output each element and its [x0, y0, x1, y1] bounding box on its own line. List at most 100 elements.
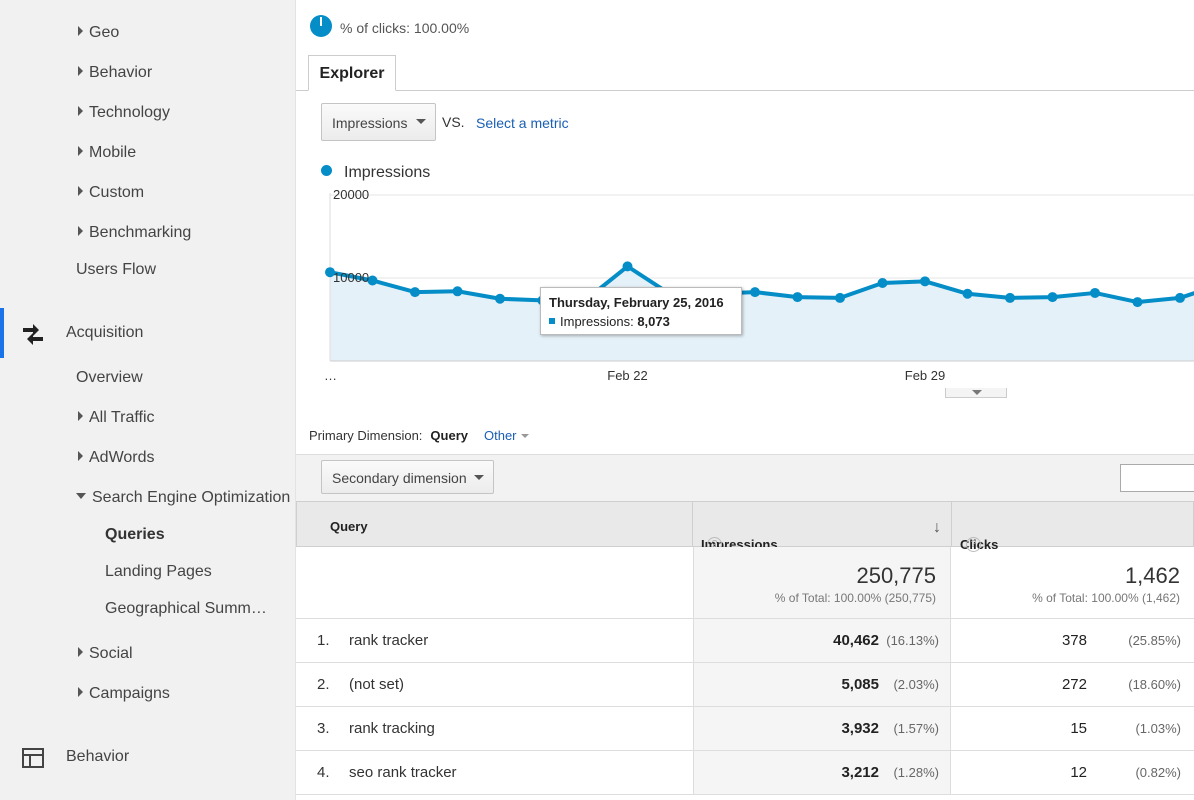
- sidebar-item-landing-pages[interactable]: Landing Pages: [105, 563, 212, 580]
- row-impressions-cell: 40,462 (16.13%): [693, 619, 951, 662]
- data-point: [622, 261, 633, 272]
- column-header-clicks[interactable]: Clicks?: [951, 501, 1194, 552]
- sidebar-section-label: Behavior: [66, 748, 130, 765]
- expand-triangle-icon: [78, 186, 83, 196]
- row-impressions-cell: 5,085 (2.03%): [693, 663, 951, 706]
- series-line: [329, 264, 1194, 305]
- data-point: [750, 287, 760, 298]
- row-query-link[interactable]: seo rank tracker: [349, 764, 457, 781]
- row-impressions-cell: 3,932 (1.57%): [693, 707, 951, 750]
- column-header-label: Query: [330, 519, 368, 534]
- sidebar-item-custom[interactable]: Custom: [78, 184, 144, 202]
- impressions-chart: 20000 10000 … Feb 22 Feb 29: [324, 190, 1194, 383]
- metric-dropdown[interactable]: Impressions: [321, 103, 436, 141]
- total-clicks-value: 1,462: [1124, 563, 1180, 588]
- sidebar-item-label: Campaigns: [89, 685, 170, 702]
- sidebar-item-label: AdWords: [89, 449, 155, 466]
- totals-row-label-cell: [296, 547, 693, 619]
- x-tick-label: Feb 22: [607, 368, 647, 383]
- sidebar-section-acquisition[interactable]: Acquisition: [0, 308, 296, 358]
- sidebar-nav: Geo Behavior Technology Mobile Custom Be…: [0, 0, 296, 800]
- sidebar-item-mobile[interactable]: Mobile: [78, 144, 136, 162]
- dimension-query[interactable]: Query: [430, 428, 468, 443]
- x-tick-label: Feb 29: [905, 368, 945, 383]
- dimension-other[interactable]: Other: [484, 428, 529, 443]
- vs-label: VS.: [442, 114, 465, 130]
- secondary-dimension-dropdown[interactable]: Secondary dimension: [321, 460, 494, 494]
- chevron-down-icon: [474, 475, 484, 480]
- series-area: [330, 266, 1194, 361]
- totals-impressions: 250,775 % of Total: 100.00% (250,775): [693, 547, 951, 619]
- data-point: [1090, 287, 1100, 298]
- secondary-dimension-label: Secondary dimension: [332, 470, 467, 486]
- sidebar-item-geo[interactable]: Geo: [78, 24, 119, 42]
- chart-collapse-handle[interactable]: [945, 388, 1007, 398]
- row-impressions-percentage: (2.03%): [893, 677, 939, 692]
- sidebar-section-label: Acquisition: [66, 324, 144, 341]
- row-query-link[interactable]: rank tracking: [349, 720, 435, 737]
- sidebar-item-technology[interactable]: Technology: [78, 104, 170, 122]
- sidebar-item-campaigns[interactable]: Campaigns: [78, 685, 170, 703]
- expand-triangle-icon: [78, 26, 83, 36]
- sidebar-item-adwords[interactable]: AdWords: [78, 449, 155, 467]
- tooltip-value: 8,073: [637, 314, 670, 329]
- pie-chart-icon: [310, 15, 332, 37]
- sidebar-item-benchmarking[interactable]: Benchmarking: [78, 224, 191, 242]
- row-query-link[interactable]: rank tracker: [349, 632, 429, 649]
- row-impressions-percentage: (1.57%): [893, 721, 939, 736]
- row-impressions: 3,932: [841, 720, 879, 737]
- expand-triangle-icon: [78, 146, 83, 156]
- expand-triangle-icon: [78, 451, 83, 461]
- totals-clicks: 1,462 % of Total: 100.00% (1,462): [951, 547, 1194, 619]
- sidebar-item-label: Custom: [89, 184, 145, 201]
- row-impressions: 40,462: [833, 632, 879, 649]
- table-search-input[interactable]: [1120, 464, 1194, 492]
- data-point: [1005, 292, 1015, 303]
- chart-tooltip: Thursday, February 25, 2016 Impressions:…: [540, 287, 742, 335]
- sort-descending-icon[interactable]: ↓: [933, 519, 941, 536]
- row-index: 2.: [317, 676, 330, 693]
- table-row: 2. (not set) 5,085 (2.03%) 272 (18.60%): [296, 663, 1194, 707]
- data-point: [1132, 297, 1143, 308]
- data-point: [1047, 292, 1058, 303]
- row-index: 3.: [317, 720, 330, 737]
- column-header-query[interactable]: Query: [296, 501, 693, 547]
- row-clicks-percentage: (18.60%): [1128, 677, 1181, 692]
- tooltip-series-marker: [549, 318, 555, 324]
- row-clicks: 272: [1061, 676, 1087, 693]
- main-content: % of clicks: 100.00% Explorer Impression…: [296, 0, 1194, 800]
- collapse-triangle-icon: [76, 493, 86, 499]
- sidebar-item-social[interactable]: Social: [78, 645, 133, 663]
- data-point: [495, 293, 505, 304]
- expand-triangle-icon: [78, 106, 83, 116]
- table-row: 4. seo rank tracker 3,212 (1.28%) 12 (0.82…: [296, 751, 1194, 795]
- sidebar-item-geographical-summary[interactable]: Geographical Summ…: [105, 600, 267, 617]
- chevron-down-icon: [416, 119, 426, 124]
- sidebar-section-behavior[interactable]: Behavior: [0, 732, 296, 782]
- y-tick-label: 20000: [333, 190, 369, 202]
- table-row: 1. rank tracker 40,462 (16.13%) 378 (25.85…: [296, 619, 1194, 663]
- row-clicks-percentage: (25.85%): [1128, 633, 1181, 648]
- row-query-link[interactable]: (not set): [349, 676, 405, 693]
- help-icon[interactable]: ?: [966, 537, 981, 552]
- expand-triangle-icon: [78, 66, 83, 76]
- sidebar-item-label: Benchmarking: [89, 224, 192, 241]
- sidebar-item-label: Behavior: [89, 64, 153, 81]
- sidebar-item-users-flow[interactable]: Users Flow: [76, 261, 157, 278]
- row-impressions: 5,085: [841, 676, 879, 693]
- column-header-impressions[interactable]: Impressions? ↓: [692, 501, 952, 552]
- sidebar-item-overview[interactable]: Overview: [76, 369, 143, 386]
- behavior-icon: [22, 748, 44, 768]
- sidebar-item-seo[interactable]: Search Engine Optimization: [76, 489, 290, 507]
- sidebar-item-queries[interactable]: Queries: [105, 526, 165, 543]
- primary-dimension-bar: Primary Dimension: Query Other: [309, 428, 529, 443]
- row-clicks: 378: [1061, 632, 1087, 649]
- sidebar-item-all-traffic[interactable]: All Traffic: [78, 409, 155, 427]
- select-metric-link[interactable]: Select a metric: [476, 115, 569, 131]
- tab-explorer[interactable]: Explorer: [308, 55, 396, 91]
- legend-label: Impressions: [344, 164, 431, 181]
- sidebar-item-behavior[interactable]: Behavior: [78, 64, 152, 82]
- row-clicks-percentage: (0.82%): [1135, 765, 1181, 780]
- expand-triangle-icon: [78, 687, 83, 697]
- sidebar-item-label: Mobile: [89, 144, 137, 161]
